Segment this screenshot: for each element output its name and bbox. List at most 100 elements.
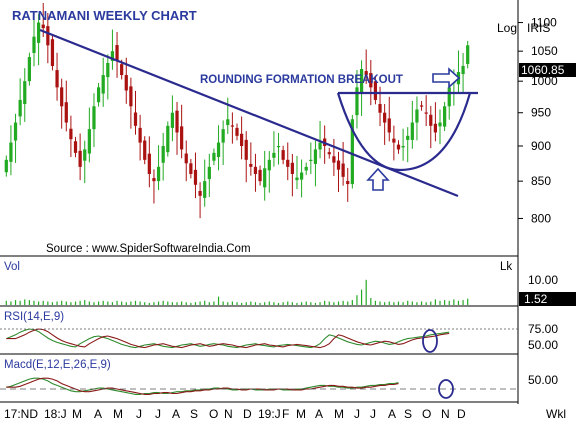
candle-body — [249, 163, 253, 167]
candle-body — [207, 166, 211, 180]
rsi-tick-75: 75.00 — [528, 322, 558, 336]
macd-line — [6, 377, 399, 395]
x-tick-label: J — [136, 407, 142, 421]
candle-body — [55, 70, 59, 88]
candle-body — [175, 110, 179, 133]
candle-body — [295, 177, 299, 181]
price-candles — [4, 3, 470, 219]
candle-body — [166, 125, 170, 153]
candle-body — [156, 166, 161, 182]
candle-body — [124, 75, 128, 91]
candle-body — [281, 150, 285, 160]
candle-body — [239, 133, 244, 146]
candle-body — [443, 106, 447, 127]
candle-body — [383, 112, 387, 123]
candle-body — [244, 139, 248, 160]
candle-body — [364, 71, 368, 76]
breakout-annotation: ROUNDING FORMATION BREAKOUT — [200, 74, 403, 86]
price-tick-label: 800 — [531, 211, 551, 225]
volume-last-label: 1.52 — [524, 292, 548, 306]
candle-body — [9, 142, 13, 162]
x-tick-label: 17:ND — [4, 407, 38, 421]
candle-body — [226, 119, 230, 126]
candle-body — [396, 144, 401, 150]
price-axis-ticks: 1100 1050 1000 950 900 850 800 — [518, 16, 558, 225]
candle-body — [13, 122, 18, 141]
macd-title: Macd(E,12,E,26,E,9) — [4, 359, 111, 371]
x-tick-label: A — [388, 407, 396, 421]
candle-body — [170, 112, 175, 128]
candle-body — [129, 86, 133, 107]
candle-body — [341, 163, 345, 177]
x-tick-label: D — [457, 407, 466, 421]
candle-body — [346, 180, 350, 185]
candle-body — [466, 45, 470, 64]
candle-body — [50, 39, 55, 66]
symbol-label: IRIS — [527, 21, 550, 35]
candle-body — [73, 141, 78, 153]
candle-body — [184, 153, 188, 164]
candle-body — [401, 145, 405, 148]
x-tick-label: S — [404, 407, 412, 421]
candle-body — [267, 159, 271, 171]
macd-tick-50: 50.00 — [528, 373, 558, 387]
rsi-title: RSI(14,E,9) — [4, 311, 64, 323]
source-label: Source : www.SpiderSoftwareIndia.Com — [46, 243, 251, 255]
price-tick-label: 950 — [531, 106, 551, 120]
candle-body — [221, 129, 225, 143]
candle-body — [424, 112, 428, 114]
candle-body — [290, 162, 294, 174]
candle-body — [120, 64, 124, 76]
macd-lines — [6, 377, 399, 395]
candle-body — [110, 51, 115, 61]
x-tick-label: J — [155, 407, 161, 421]
candle-body — [419, 105, 424, 107]
candle-body — [106, 62, 110, 78]
period-label: Wkl — [546, 407, 566, 421]
candle-body — [115, 45, 119, 61]
x-tick-label: A — [315, 407, 323, 421]
candle-body — [78, 150, 82, 167]
candle-body — [286, 159, 290, 167]
x-tick-label: 18:J — [44, 407, 67, 421]
candle-body — [336, 160, 341, 170]
candle-body — [216, 142, 221, 157]
rsi-highlight-circle — [422, 329, 438, 353]
last-price-box — [519, 63, 576, 77]
candle-body — [392, 138, 396, 143]
right-arrow-icon — [432, 67, 461, 89]
volume-bars — [5, 279, 469, 305]
candle-body — [230, 125, 235, 127]
candle-body — [41, 24, 45, 29]
chart-title: RATNAMANI WEEKLY CHART — [12, 8, 197, 23]
candle-body — [189, 163, 193, 174]
volume-tick-label: 10.00 — [528, 273, 558, 287]
candle-body — [378, 104, 382, 113]
candle-body — [92, 106, 96, 130]
candle-body — [96, 87, 101, 103]
candle-body — [83, 149, 87, 161]
candle-body — [318, 142, 322, 150]
candle-body — [438, 122, 442, 127]
candle-body — [258, 169, 262, 182]
volume-unit: Lk — [500, 261, 512, 273]
x-tick-label: M — [72, 407, 82, 421]
price-tick-label: 850 — [531, 174, 551, 188]
candle-body — [235, 127, 239, 136]
price-tick-label: 1050 — [531, 44, 558, 58]
candle-body — [101, 75, 105, 94]
rsi-signal-line — [6, 328, 450, 349]
candle-body — [152, 178, 156, 182]
candle-body — [406, 135, 410, 140]
rsi-line — [6, 328, 450, 349]
x-tick-label: D — [243, 407, 252, 421]
x-tick-label: F — [282, 407, 289, 421]
candle-body — [180, 126, 184, 150]
candle-body — [447, 87, 451, 107]
candle-body — [27, 57, 31, 82]
candle-body — [461, 65, 465, 75]
price-tick-label: 900 — [531, 139, 551, 153]
x-tick-label: A — [172, 407, 180, 421]
